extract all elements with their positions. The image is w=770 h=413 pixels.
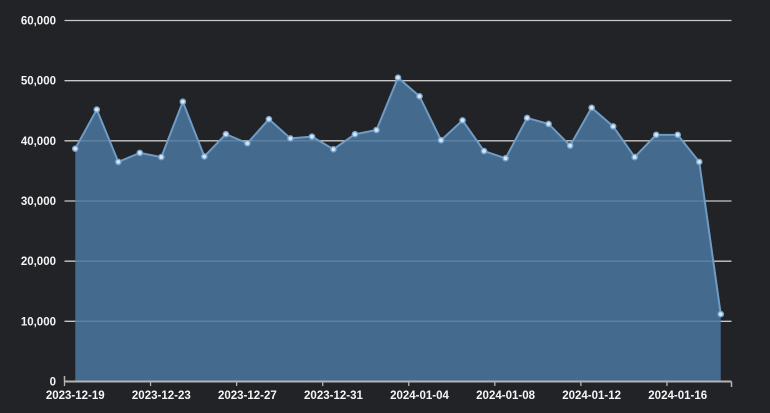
x-tick-label-2024-01-08: 2024-01-08 bbox=[476, 390, 535, 402]
y-tick-label-10000: 10,000 bbox=[21, 316, 56, 328]
data-point-marker-2024-01-12[interactable] bbox=[588, 104, 595, 112]
data-point-marker-2024-01-02[interactable] bbox=[373, 126, 380, 134]
y-tick-label-50000: 50,000 bbox=[21, 76, 56, 88]
data-point-marker-2024-01-18[interactable] bbox=[717, 310, 725, 318]
data-point-marker-2023-12-25[interactable] bbox=[201, 153, 208, 160]
x-tick-label-2023-12-23: 2023-12-23 bbox=[132, 390, 191, 402]
data-point-marker-2024-01-08[interactable] bbox=[502, 154, 509, 162]
data-point-marker-2024-01-14[interactable] bbox=[631, 153, 638, 161]
data-point-marker-2024-01-07[interactable] bbox=[480, 147, 488, 155]
data-point-marker-2023-12-22[interactable] bbox=[136, 149, 144, 157]
data-point-marker-2023-12-23[interactable] bbox=[158, 153, 165, 161]
data-point-marker-2024-01-06[interactable] bbox=[459, 117, 466, 124]
x-tick-label-2023-12-31: 2023-12-31 bbox=[304, 390, 363, 402]
data-point-marker-2023-12-27[interactable] bbox=[244, 139, 251, 147]
y-tick-label-30000: 30,000 bbox=[21, 196, 56, 208]
data-point-marker-2024-01-17[interactable] bbox=[695, 158, 703, 166]
data-point-marker-2023-12-29[interactable] bbox=[287, 135, 294, 142]
data-point-marker-2024-01-04[interactable] bbox=[416, 93, 423, 100]
x-tick-label-2023-12-27: 2023-12-27 bbox=[218, 390, 277, 402]
data-point-marker-2023-12-28[interactable] bbox=[265, 115, 273, 123]
data-point-marker-2024-01-09[interactable] bbox=[523, 114, 531, 122]
y-tick-label-20000: 20,000 bbox=[21, 256, 56, 268]
data-point-marker-2024-01-13[interactable] bbox=[609, 123, 617, 130]
data-point-marker-2023-12-21[interactable] bbox=[114, 158, 122, 166]
x-tick-label-2023-12-19: 2023-12-19 bbox=[46, 390, 105, 402]
x-tick-label-2024-01-16: 2024-01-16 bbox=[648, 390, 707, 402]
data-point-marker-2023-12-31[interactable] bbox=[330, 145, 337, 153]
data-point-marker-2023-12-24[interactable] bbox=[179, 98, 187, 106]
x-tick-label-2024-01-12: 2024-01-12 bbox=[562, 390, 621, 402]
data-point-marker-2024-01-10[interactable] bbox=[545, 120, 552, 128]
data-point-marker-2024-01-11[interactable] bbox=[566, 142, 574, 149]
data-point-marker-2024-01-03[interactable] bbox=[394, 74, 402, 81]
data-point-marker-2023-12-20[interactable] bbox=[93, 106, 101, 113]
y-tick-label-40000: 40,000 bbox=[21, 136, 56, 148]
series-area-fill bbox=[75, 77, 721, 382]
data-point-marker-2024-01-05[interactable] bbox=[437, 136, 445, 144]
data-point-marker-2023-12-19[interactable] bbox=[71, 145, 79, 152]
data-point-marker-2023-12-26[interactable] bbox=[222, 130, 230, 138]
data-point-marker-2024-01-16[interactable] bbox=[674, 131, 682, 139]
data-point-marker-2024-01-15[interactable] bbox=[652, 131, 660, 139]
data-point-marker-2023-12-30[interactable] bbox=[308, 133, 316, 140]
y-tick-label-60000: 60,000 bbox=[21, 16, 56, 28]
data-point-marker-2024-01-01[interactable] bbox=[351, 130, 359, 138]
y-tick-label-0: 0 bbox=[50, 377, 56, 389]
x-tick-label-2024-01-04: 2024-01-04 bbox=[390, 390, 449, 402]
